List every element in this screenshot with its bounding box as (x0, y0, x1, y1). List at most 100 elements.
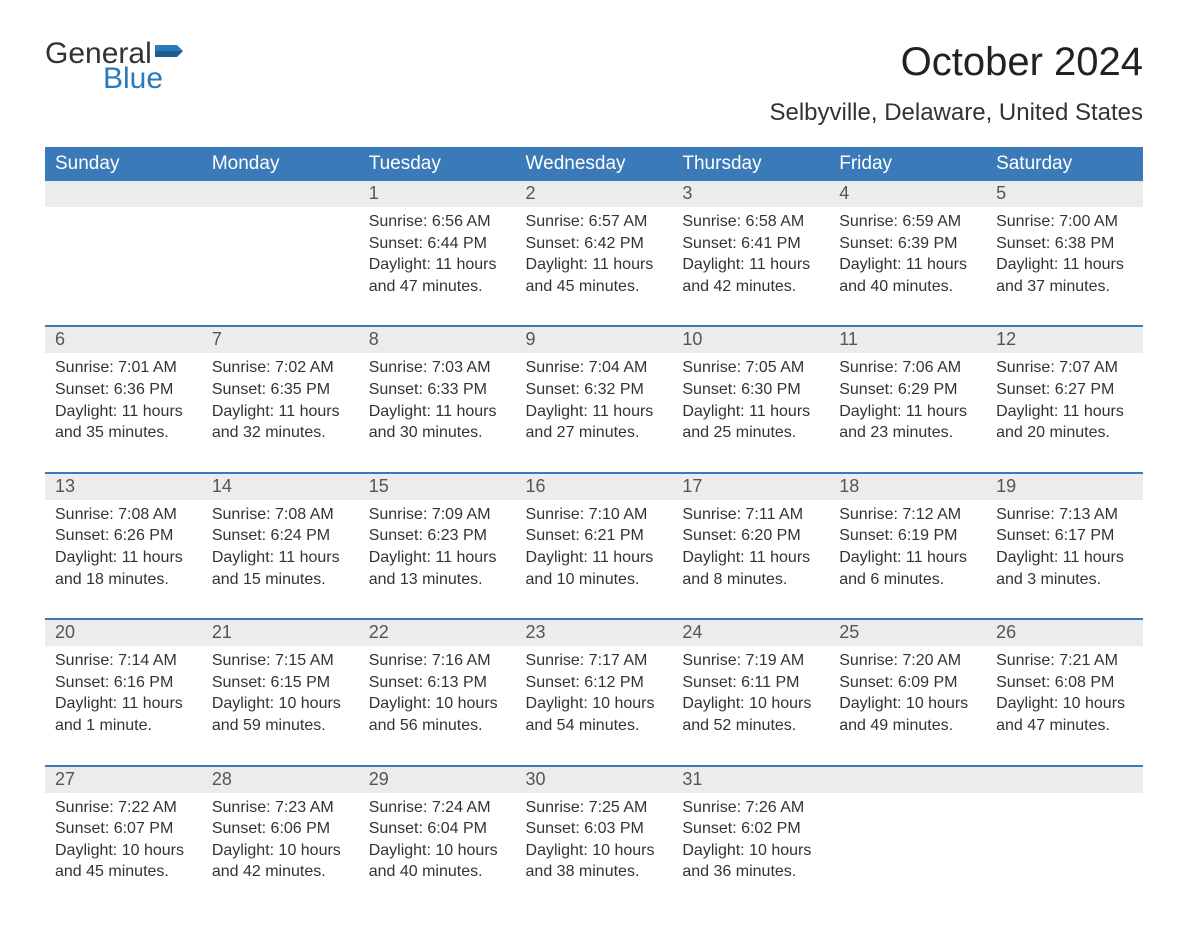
day-detail-line: Daylight: 10 hours and 38 minutes. (526, 840, 663, 883)
day-detail-line: Daylight: 11 hours and 32 minutes. (212, 401, 349, 444)
day-detail-line: Daylight: 11 hours and 15 minutes. (212, 547, 349, 590)
day-detail-line: Sunrise: 7:07 AM (996, 357, 1133, 379)
day-number (986, 767, 1143, 793)
day-details: Sunrise: 7:00 AMSunset: 6:38 PMDaylight:… (986, 211, 1143, 297)
day-number: 13 (45, 474, 202, 500)
day-detail-line: Sunrise: 6:57 AM (526, 211, 663, 233)
day-detail-line: Sunrise: 7:03 AM (369, 357, 506, 379)
day-detail-line: Sunset: 6:19 PM (839, 525, 976, 547)
calendar-day-cell: 22Sunrise: 7:16 AMSunset: 6:13 PMDayligh… (359, 619, 516, 765)
day-number: 26 (986, 620, 1143, 646)
calendar-day-cell: 15Sunrise: 7:09 AMSunset: 6:23 PMDayligh… (359, 473, 516, 619)
day-details: Sunrise: 7:16 AMSunset: 6:13 PMDaylight:… (359, 650, 516, 736)
calendar-week-row: 13Sunrise: 7:08 AMSunset: 6:26 PMDayligh… (45, 473, 1143, 619)
day-detail-line: Sunset: 6:02 PM (682, 818, 819, 840)
day-number: 7 (202, 327, 359, 353)
calendar-day-cell: 4 Sunrise: 6:59 AMSunset: 6:39 PMDaylight… (829, 181, 986, 326)
day-detail-line: Sunset: 6:36 PM (55, 379, 192, 401)
day-details: Sunrise: 7:14 AMSunset: 6:16 PMDaylight:… (45, 650, 202, 736)
day-detail-line: Sunrise: 7:02 AM (212, 357, 349, 379)
calendar-day-cell (829, 766, 986, 911)
day-number: 23 (516, 620, 673, 646)
day-detail-line: Daylight: 10 hours and 49 minutes. (839, 693, 976, 736)
day-number: 2 (516, 181, 673, 207)
day-detail-line: Daylight: 10 hours and 40 minutes. (369, 840, 506, 883)
day-detail-line: Sunrise: 7:15 AM (212, 650, 349, 672)
day-detail-line: Sunset: 6:27 PM (996, 379, 1133, 401)
day-detail-line: Sunrise: 7:24 AM (369, 797, 506, 819)
day-number: 4 (829, 181, 986, 207)
day-number: 8 (359, 327, 516, 353)
day-details: Sunrise: 7:07 AMSunset: 6:27 PMDaylight:… (986, 357, 1143, 443)
col-header: Sunday (45, 147, 202, 181)
day-detail-line: Sunrise: 7:09 AM (369, 504, 506, 526)
day-detail-line: Sunset: 6:26 PM (55, 525, 192, 547)
day-detail-line: Daylight: 11 hours and 25 minutes. (682, 401, 819, 444)
day-number: 19 (986, 474, 1143, 500)
day-details: Sunrise: 7:17 AMSunset: 6:12 PMDaylight:… (516, 650, 673, 736)
calendar-day-cell: 11Sunrise: 7:06 AMSunset: 6:29 PMDayligh… (829, 326, 986, 472)
day-detail-line: Daylight: 11 hours and 20 minutes. (996, 401, 1133, 444)
day-detail-line: Sunset: 6:29 PM (839, 379, 976, 401)
day-detail-line: Daylight: 11 hours and 8 minutes. (682, 547, 819, 590)
day-detail-line: Sunset: 6:24 PM (212, 525, 349, 547)
calendar-day-cell: 19 Sunrise: 7:13 AMSunset: 6:17 PMDayligh… (986, 473, 1143, 619)
day-details: Sunrise: 7:10 AMSunset: 6:21 PMDaylight:… (516, 504, 673, 590)
col-header: Friday (829, 147, 986, 181)
calendar-day-cell: 9Sunrise: 7:04 AMSunset: 6:32 PMDaylight… (516, 326, 673, 472)
day-number: 11 (829, 327, 986, 353)
day-number: 20 (45, 620, 202, 646)
day-number: 29 (359, 767, 516, 793)
day-detail-line: Daylight: 11 hours and 10 minutes. (526, 547, 663, 590)
day-detail-line: Daylight: 11 hours and 40 minutes. (839, 254, 976, 297)
day-detail-line: Sunrise: 7:14 AM (55, 650, 192, 672)
calendar-day-cell: 8Sunrise: 7:03 AMSunset: 6:33 PMDaylight… (359, 326, 516, 472)
calendar-day-cell: 14Sunrise: 7:08 AMSunset: 6:24 PMDayligh… (202, 473, 359, 619)
day-detail-line: Daylight: 11 hours and 30 minutes. (369, 401, 506, 444)
day-detail-line: Sunset: 6:07 PM (55, 818, 192, 840)
day-details: Sunrise: 7:19 AMSunset: 6:11 PMDaylight:… (672, 650, 829, 736)
calendar-day-cell: 2Sunrise: 6:57 AMSunset: 6:42 PMDaylight… (516, 181, 673, 326)
day-details: Sunrise: 7:13 AMSunset: 6:17 PMDaylight:… (986, 504, 1143, 590)
calendar-day-cell: 23 Sunrise: 7:17 AMSunset: 6:12 PMDayligh… (516, 619, 673, 765)
calendar-day-cell: 6Sunrise: 7:01 AMSunset: 6:36 PMDaylight… (45, 326, 202, 472)
day-detail-line: Sunset: 6:23 PM (369, 525, 506, 547)
day-details: Sunrise: 6:56 AMSunset: 6:44 PMDaylight:… (359, 211, 516, 297)
calendar-header-row: Sunday Monday Tuesday Wednesday Thursday… (45, 147, 1143, 181)
day-details: Sunrise: 7:25 AMSunset: 6:03 PMDaylight:… (516, 797, 673, 883)
day-details: Sunrise: 7:26 AMSunset: 6:02 PMDaylight:… (672, 797, 829, 883)
calendar-day-cell: 29Sunrise: 7:24 AMSunset: 6:04 PMDayligh… (359, 766, 516, 911)
day-detail-line: Sunset: 6:09 PM (839, 672, 976, 694)
day-detail-line: Sunrise: 7:25 AM (526, 797, 663, 819)
day-details: Sunrise: 7:20 AMSunset: 6:09 PMDaylight:… (829, 650, 986, 736)
day-number: 16 (516, 474, 673, 500)
day-detail-line: Daylight: 10 hours and 45 minutes. (55, 840, 192, 883)
calendar-day-cell: 12Sunrise: 7:07 AMSunset: 6:27 PMDayligh… (986, 326, 1143, 472)
day-details: Sunrise: 7:05 AMSunset: 6:30 PMDaylight:… (672, 357, 829, 443)
day-details: Sunrise: 7:22 AMSunset: 6:07 PMDaylight:… (45, 797, 202, 883)
logo-flag-icon (155, 41, 183, 63)
day-number: 31 (672, 767, 829, 793)
day-number: 10 (672, 327, 829, 353)
calendar-day-cell: 1 Sunrise: 6:56 AMSunset: 6:44 PMDaylight… (359, 181, 516, 326)
day-detail-line: Sunset: 6:08 PM (996, 672, 1133, 694)
col-header: Thursday (672, 147, 829, 181)
day-detail-line: Sunrise: 7:01 AM (55, 357, 192, 379)
day-detail-line: Sunrise: 6:58 AM (682, 211, 819, 233)
calendar-day-cell (45, 181, 202, 326)
calendar-day-cell: 25Sunrise: 7:20 AMSunset: 6:09 PMDayligh… (829, 619, 986, 765)
day-detail-line: Sunrise: 7:05 AM (682, 357, 819, 379)
calendar-week-row: 20 Sunrise: 7:14 AMSunset: 6:16 PMDayligh… (45, 619, 1143, 765)
day-detail-line: Sunset: 6:11 PM (682, 672, 819, 694)
day-detail-line: Daylight: 10 hours and 56 minutes. (369, 693, 506, 736)
day-detail-line: Sunrise: 7:16 AM (369, 650, 506, 672)
day-details: Sunrise: 7:21 AMSunset: 6:08 PMDaylight:… (986, 650, 1143, 736)
day-details: Sunrise: 7:23 AMSunset: 6:06 PMDaylight:… (202, 797, 359, 883)
day-detail-line: Daylight: 11 hours and 3 minutes. (996, 547, 1133, 590)
day-number: 1 (359, 181, 516, 207)
day-detail-line: Sunset: 6:42 PM (526, 233, 663, 255)
day-detail-line: Sunrise: 7:23 AM (212, 797, 349, 819)
day-details: Sunrise: 6:59 AMSunset: 6:39 PMDaylight:… (829, 211, 986, 297)
logo: General Blue (45, 40, 183, 93)
day-detail-line: Sunset: 6:21 PM (526, 525, 663, 547)
